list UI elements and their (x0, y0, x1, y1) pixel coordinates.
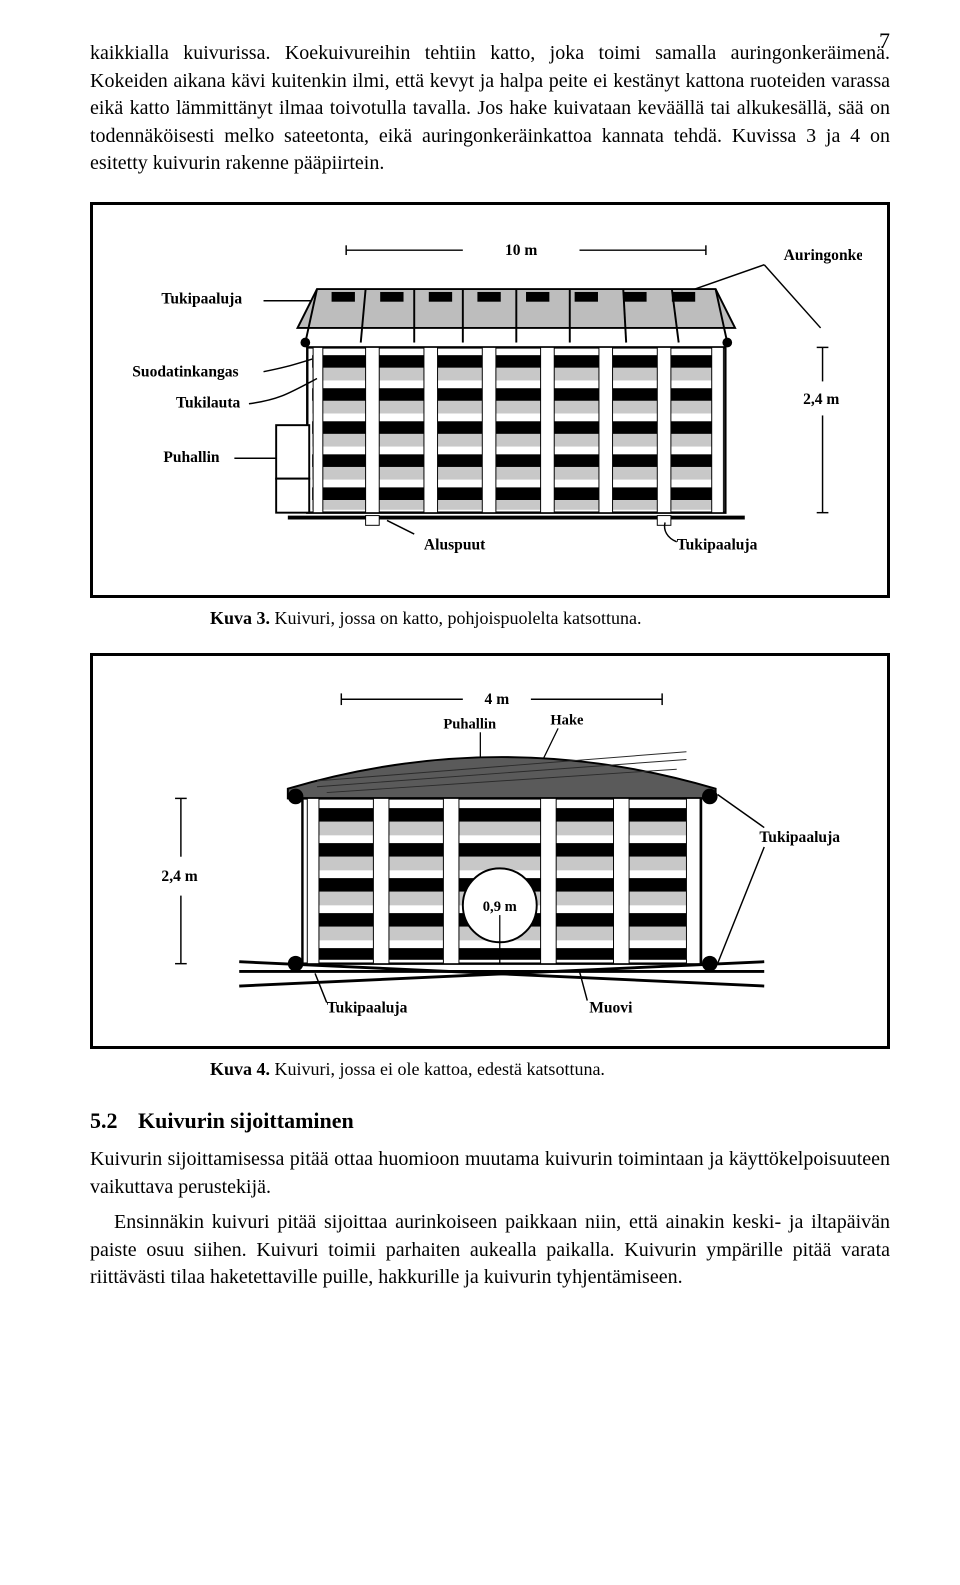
label-muovi: Muovi (589, 999, 633, 1016)
figure-3-caption: Kuva 3. Kuivuri, jossa on katto, pohjois… (210, 608, 890, 629)
figure-3-caption-text: Kuivuri, jossa on katto, pohjoispuolelta… (270, 608, 641, 628)
label-tukilauta: Tukilauta (176, 395, 240, 412)
dim-width-4: 4 m (485, 691, 510, 708)
label-puhallin: Puhallin (163, 449, 220, 466)
figure-3-svg: 10 m Auringonkeräajä Tukipaaluja (122, 221, 862, 571)
figure-4-svg: 4 m Puhallin Hake (122, 672, 862, 1022)
label-tukipaaluja-top: Tukipaaluja (161, 291, 242, 308)
label-auringonkeraaja: Auringonkeräajä (784, 247, 862, 264)
label-puhallin-4: Puhallin (443, 716, 496, 732)
section-p1: Kuivurin sijoittamisessa pitää ottaa huo… (90, 1146, 890, 1201)
label-suodatinkangas: Suodatinkangas (132, 364, 238, 381)
label-hake: Hake (550, 712, 584, 728)
intro-paragraph: kaikkialla kuivurissa. Koekuivureihin te… (90, 40, 890, 178)
figure-3: 10 m Auringonkeräajä Tukipaaluja (90, 202, 890, 598)
dim-width: 10 m (505, 242, 537, 259)
figure-4-caption: Kuva 4. Kuivuri, jossa ei ole kattoa, ed… (210, 1059, 890, 1080)
dim-fan: 0,9 m (483, 899, 517, 915)
section-heading: 5.2Kuivurin sijoittaminen (90, 1108, 890, 1134)
label-tukipaaluja-bottom: Tukipaaluja (327, 999, 408, 1016)
label-aluspuut: Aluspuut (424, 537, 486, 554)
figure-4-caption-prefix: Kuva 4. (210, 1059, 270, 1079)
figure-3-caption-prefix: Kuva 3. (210, 608, 270, 628)
section-number: 5.2 (90, 1108, 138, 1134)
figure-4-caption-text: Kuivuri, jossa ei ole kattoa, edestä kat… (270, 1059, 605, 1079)
page-number: 7 (879, 28, 890, 54)
paragraph-1: kaikkialla kuivurissa. Koekuivureihin te… (90, 40, 890, 178)
dim-height-4: 2,4 m (161, 868, 197, 885)
section-body: Kuivurin sijoittamisessa pitää ottaa huo… (90, 1146, 890, 1292)
label-tukipaaluja-bot: Tukipaaluja (677, 537, 758, 554)
figure-4: 4 m Puhallin Hake (90, 653, 890, 1049)
section-title: Kuivurin sijoittaminen (138, 1108, 354, 1133)
dim-height-3: 2,4 m (803, 391, 839, 408)
section-p2: Ensinnäkin kuivuri pitää sijoittaa aurin… (90, 1209, 890, 1292)
label-tukipaaluja-right: Tukipaaluja (759, 829, 840, 846)
